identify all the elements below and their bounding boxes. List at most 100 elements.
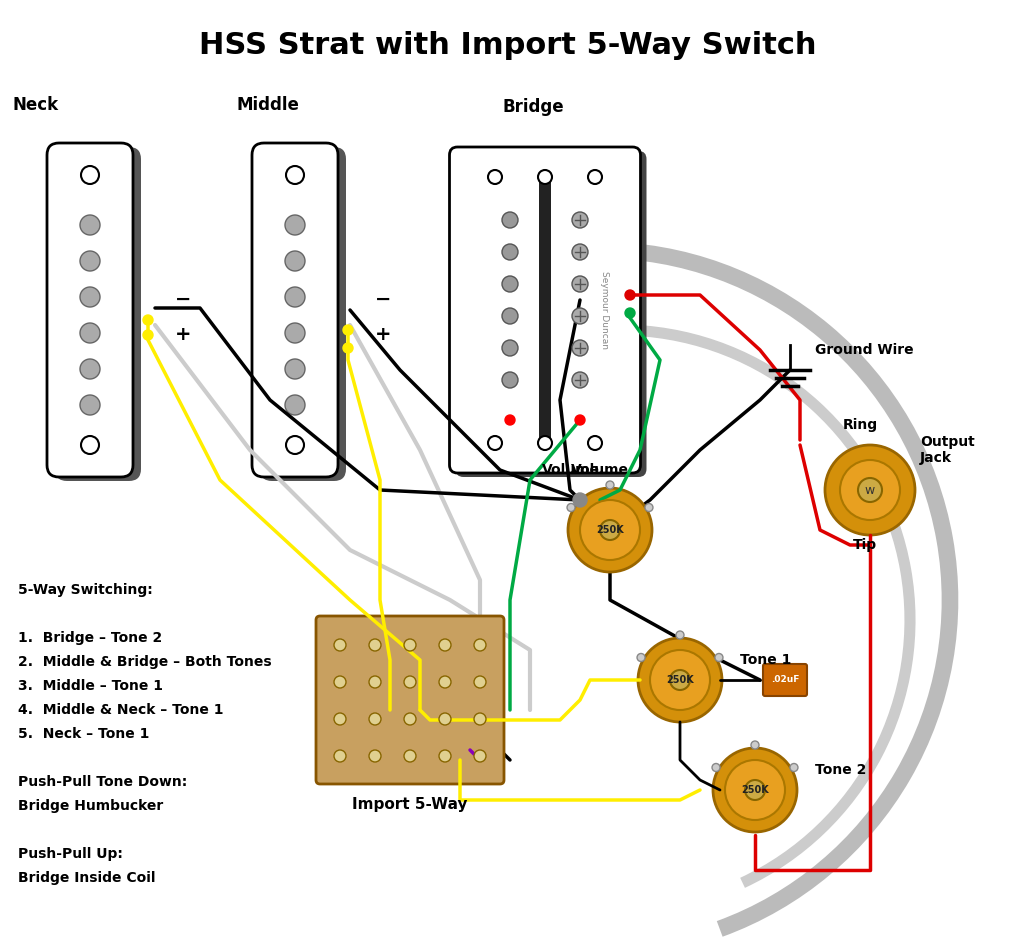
Text: −: − xyxy=(375,290,392,309)
Circle shape xyxy=(286,436,304,454)
Circle shape xyxy=(575,415,585,425)
FancyBboxPatch shape xyxy=(316,616,504,784)
Circle shape xyxy=(143,330,153,340)
Text: .02uF: .02uF xyxy=(771,676,799,684)
Circle shape xyxy=(713,748,797,832)
Circle shape xyxy=(573,493,587,507)
Circle shape xyxy=(625,308,635,318)
Text: Import 5-Way: Import 5-Way xyxy=(352,798,468,812)
Circle shape xyxy=(715,653,723,662)
Text: Volume: Volume xyxy=(571,463,629,477)
Circle shape xyxy=(474,639,486,651)
Circle shape xyxy=(369,639,381,651)
Circle shape xyxy=(285,251,305,271)
Text: Bridge: Bridge xyxy=(502,98,563,116)
Circle shape xyxy=(81,166,99,184)
Circle shape xyxy=(488,436,502,450)
Circle shape xyxy=(569,488,652,572)
Text: Seymour Duncan: Seymour Duncan xyxy=(600,271,609,349)
FancyBboxPatch shape xyxy=(450,147,641,473)
Text: −: − xyxy=(175,290,191,309)
Circle shape xyxy=(439,713,451,725)
Circle shape xyxy=(334,713,346,725)
Text: +: + xyxy=(175,325,191,344)
Circle shape xyxy=(285,395,305,415)
Text: Output
Jack: Output Jack xyxy=(920,435,974,466)
Circle shape xyxy=(567,504,575,511)
Circle shape xyxy=(588,436,602,450)
Circle shape xyxy=(825,445,915,535)
Text: 250K: 250K xyxy=(741,785,769,795)
Circle shape xyxy=(790,764,798,771)
Text: Ring: Ring xyxy=(842,418,878,432)
Circle shape xyxy=(404,713,416,725)
Circle shape xyxy=(600,520,620,540)
Circle shape xyxy=(638,638,722,722)
Circle shape xyxy=(334,750,346,762)
Text: Bridge Inside Coil: Bridge Inside Coil xyxy=(18,871,156,885)
Circle shape xyxy=(369,713,381,725)
Circle shape xyxy=(369,750,381,762)
FancyBboxPatch shape xyxy=(55,147,141,481)
FancyBboxPatch shape xyxy=(763,664,807,696)
Text: 3.  Middle – Tone 1: 3. Middle – Tone 1 xyxy=(18,679,163,693)
Circle shape xyxy=(439,750,451,762)
Circle shape xyxy=(588,170,602,184)
Circle shape xyxy=(286,166,304,184)
Circle shape xyxy=(502,244,518,260)
Circle shape xyxy=(840,460,900,520)
Circle shape xyxy=(505,415,515,425)
Circle shape xyxy=(80,359,100,379)
Circle shape xyxy=(650,650,710,710)
Circle shape xyxy=(580,500,640,560)
Circle shape xyxy=(285,359,305,379)
Circle shape xyxy=(285,323,305,343)
Circle shape xyxy=(572,212,588,228)
FancyBboxPatch shape xyxy=(456,151,647,477)
Circle shape xyxy=(369,676,381,688)
Circle shape xyxy=(81,436,99,454)
Circle shape xyxy=(439,639,451,651)
Circle shape xyxy=(572,372,588,388)
Text: 5.  Neck – Tone 1: 5. Neck – Tone 1 xyxy=(18,727,149,741)
Text: Tone 2: Tone 2 xyxy=(815,763,866,777)
Circle shape xyxy=(538,436,552,450)
Text: w: w xyxy=(864,484,875,497)
Text: 5-Way Switching:: 5-Way Switching: xyxy=(18,583,153,597)
Text: 2.  Middle & Bridge – Both Tones: 2. Middle & Bridge – Both Tones xyxy=(18,655,272,669)
Circle shape xyxy=(404,750,416,762)
Circle shape xyxy=(572,340,588,356)
Circle shape xyxy=(80,287,100,307)
Circle shape xyxy=(712,764,720,771)
Circle shape xyxy=(725,760,785,820)
Circle shape xyxy=(474,676,486,688)
Circle shape xyxy=(285,215,305,235)
Text: Bridge Humbucker: Bridge Humbucker xyxy=(18,799,164,813)
Circle shape xyxy=(502,372,518,388)
Circle shape xyxy=(334,676,346,688)
Circle shape xyxy=(80,251,100,271)
Text: 250K: 250K xyxy=(666,675,694,685)
Text: Volume: Volume xyxy=(542,463,600,477)
Text: 250K: 250K xyxy=(596,525,623,535)
FancyBboxPatch shape xyxy=(47,143,133,477)
Text: 4.  Middle & Neck – Tone 1: 4. Middle & Neck – Tone 1 xyxy=(18,703,224,717)
Circle shape xyxy=(676,631,684,639)
Circle shape xyxy=(858,478,882,502)
Text: Ground Wire: Ground Wire xyxy=(815,343,913,357)
Circle shape xyxy=(606,481,614,489)
Circle shape xyxy=(745,780,765,800)
Circle shape xyxy=(285,287,305,307)
Text: Push-Pull Tone Down:: Push-Pull Tone Down: xyxy=(18,775,187,789)
Circle shape xyxy=(343,343,353,353)
Circle shape xyxy=(670,670,690,690)
Circle shape xyxy=(404,676,416,688)
Circle shape xyxy=(645,504,653,511)
Text: HSS Strat with Import 5-Way Switch: HSS Strat with Import 5-Way Switch xyxy=(199,30,817,59)
Circle shape xyxy=(572,276,588,292)
Circle shape xyxy=(625,290,635,300)
Circle shape xyxy=(538,170,552,184)
Text: Neck: Neck xyxy=(12,96,58,114)
Circle shape xyxy=(502,340,518,356)
Text: +: + xyxy=(375,325,392,344)
